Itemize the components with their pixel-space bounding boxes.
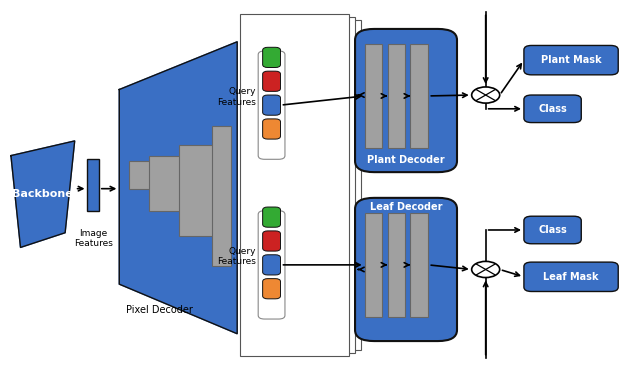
Bar [179, 145, 217, 236]
Bar [246, 17, 355, 353]
Text: Class: Class [538, 225, 567, 235]
FancyBboxPatch shape [524, 95, 581, 122]
Bar [129, 161, 154, 189]
Bar [212, 126, 231, 266]
Bar [365, 44, 383, 148]
FancyBboxPatch shape [262, 71, 280, 91]
FancyBboxPatch shape [262, 207, 280, 227]
FancyBboxPatch shape [262, 95, 280, 115]
Circle shape [472, 87, 500, 103]
FancyBboxPatch shape [262, 119, 280, 139]
Text: Plant Decoder: Plant Decoder [367, 155, 445, 165]
Bar [388, 44, 405, 148]
FancyBboxPatch shape [355, 29, 457, 172]
Bar [253, 20, 362, 350]
FancyBboxPatch shape [262, 255, 280, 275]
Text: Backbone: Backbone [12, 189, 73, 199]
FancyBboxPatch shape [524, 262, 618, 292]
Text: Query
Features: Query Features [218, 87, 256, 107]
Bar [388, 212, 405, 317]
Text: Query
Features: Query Features [218, 247, 256, 266]
FancyBboxPatch shape [258, 211, 285, 319]
Bar [410, 212, 428, 317]
FancyBboxPatch shape [355, 198, 457, 341]
FancyBboxPatch shape [524, 46, 618, 75]
FancyBboxPatch shape [262, 47, 280, 67]
Bar [149, 156, 184, 211]
Bar [410, 44, 428, 148]
FancyBboxPatch shape [262, 279, 280, 299]
Polygon shape [119, 42, 237, 334]
FancyBboxPatch shape [258, 51, 285, 159]
Text: Plant Mask: Plant Mask [541, 55, 602, 65]
FancyBboxPatch shape [524, 216, 581, 244]
Text: Class: Class [538, 104, 567, 114]
Bar [365, 212, 383, 317]
Text: Pixel Decoder: Pixel Decoder [126, 305, 193, 315]
FancyBboxPatch shape [262, 231, 280, 251]
Polygon shape [11, 141, 75, 248]
Bar [88, 159, 99, 211]
Text: Leaf Mask: Leaf Mask [543, 272, 599, 282]
Bar [241, 14, 349, 356]
Text: Leaf Decoder: Leaf Decoder [370, 202, 442, 212]
Text: Image
Features: Image Features [74, 229, 113, 249]
Circle shape [472, 261, 500, 278]
